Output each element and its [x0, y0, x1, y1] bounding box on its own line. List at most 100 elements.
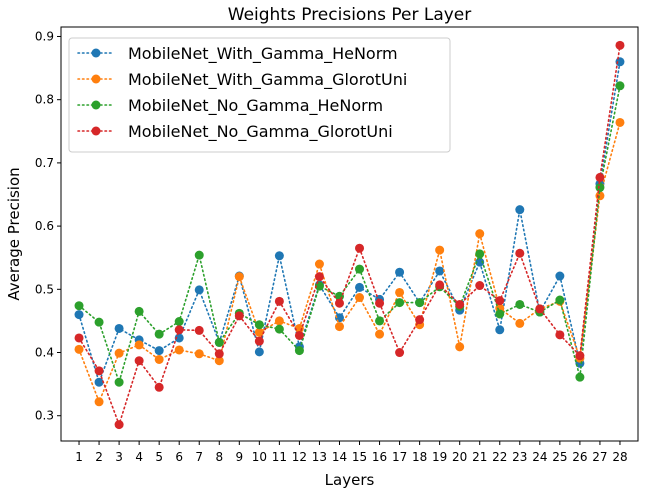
x-tick-label: 12: [292, 450, 307, 464]
data-point: [555, 330, 565, 340]
data-point: [174, 333, 184, 343]
data-point: [254, 320, 264, 330]
data-point: [435, 245, 445, 255]
data-point: [375, 329, 385, 339]
data-point: [154, 329, 164, 339]
x-tick-label: 7: [195, 450, 203, 464]
x-tick-label: 3: [115, 450, 123, 464]
data-point: [475, 229, 485, 239]
x-tick-label: 25: [552, 450, 567, 464]
legend-marker: [91, 126, 101, 136]
series-line: [78, 60, 621, 385]
data-point: [395, 348, 405, 358]
data-point: [595, 172, 605, 182]
x-tick-label: 28: [612, 450, 627, 464]
data-point: [355, 264, 365, 274]
x-tick-label: 16: [372, 450, 387, 464]
y-tick-label: 0.3: [35, 409, 54, 423]
data-point: [355, 293, 365, 303]
x-tick-label: 18: [412, 450, 427, 464]
data-point: [575, 351, 585, 361]
data-point: [395, 287, 405, 297]
data-point: [294, 346, 304, 356]
data-point: [94, 377, 104, 387]
data-point: [194, 349, 204, 359]
data-point: [94, 317, 104, 327]
data-point: [314, 259, 324, 269]
legend-frame: [68, 37, 451, 153]
data-point: [455, 299, 465, 309]
series-group: [74, 40, 625, 430]
x-tick-label: 1: [75, 450, 83, 464]
legend: MobileNet_With_Gamma_HeNorm MobileNet_Wit…: [68, 37, 451, 153]
data-point: [74, 301, 84, 311]
data-point: [114, 377, 124, 387]
x-tick-label: 8: [215, 450, 223, 464]
x-tick-label: 6: [175, 450, 183, 464]
data-point: [535, 304, 545, 314]
legend-label: MobileNet_No_Gamma_GlorotUni: [128, 122, 393, 142]
x-axis-label: Layers: [325, 471, 375, 489]
data-point: [234, 272, 244, 282]
y-tick-label: 0.7: [35, 156, 54, 170]
data-point: [74, 344, 84, 354]
data-point: [455, 342, 465, 352]
series-line: [78, 85, 621, 385]
x-tick-label: 9: [235, 450, 243, 464]
data-point: [74, 333, 84, 343]
data-point: [375, 298, 385, 308]
plot-frame: [60, 26, 639, 442]
data-point: [194, 250, 204, 260]
data-point: [515, 299, 525, 309]
data-point: [134, 340, 144, 350]
data-point: [274, 316, 284, 326]
data-point: [214, 337, 224, 347]
data-point: [174, 317, 184, 327]
data-point: [475, 249, 485, 259]
x-tick-label: 10: [252, 450, 267, 464]
x-tick-label: 14: [332, 450, 347, 464]
data-point: [375, 316, 385, 326]
data-point: [274, 324, 284, 334]
data-point: [154, 354, 164, 364]
x-tick-label: 27: [592, 450, 607, 464]
data-point: [114, 420, 124, 430]
data-point: [495, 309, 505, 319]
y-axis-label: Average Precision: [5, 167, 23, 300]
series-line: [78, 121, 621, 404]
data-point: [395, 267, 405, 277]
data-point: [415, 315, 425, 325]
data-point: [94, 397, 104, 407]
data-point: [294, 330, 304, 340]
x-tick-label: 19: [432, 450, 447, 464]
data-point: [395, 298, 405, 308]
data-point: [595, 191, 605, 201]
data-point: [194, 285, 204, 295]
x-tick-label: 13: [312, 450, 327, 464]
legend-marker: [91, 100, 101, 110]
data-point: [615, 40, 625, 50]
data-point: [254, 336, 264, 346]
data-point: [314, 272, 324, 282]
legend-marker: [91, 74, 101, 84]
x-tick-label: 22: [492, 450, 507, 464]
data-point: [435, 280, 445, 290]
data-point: [555, 271, 565, 281]
data-point: [154, 346, 164, 356]
data-point: [74, 310, 84, 320]
x-tick-label: 17: [392, 450, 407, 464]
x-tick-label: 23: [512, 450, 527, 464]
x-tick-label: 26: [572, 450, 587, 464]
data-point: [334, 298, 344, 308]
legend-label: MobileNet_With_Gamma_GlorotUni: [128, 70, 407, 90]
data-point: [334, 322, 344, 332]
data-point: [194, 325, 204, 335]
data-point: [114, 348, 124, 358]
data-point: [114, 323, 124, 333]
legend-label: MobileNet_With_Gamma_HeNorm: [128, 44, 398, 64]
data-point: [355, 282, 365, 292]
data-point: [615, 117, 625, 127]
y-tick-label: 0.8: [35, 93, 54, 107]
data-point: [515, 205, 525, 215]
